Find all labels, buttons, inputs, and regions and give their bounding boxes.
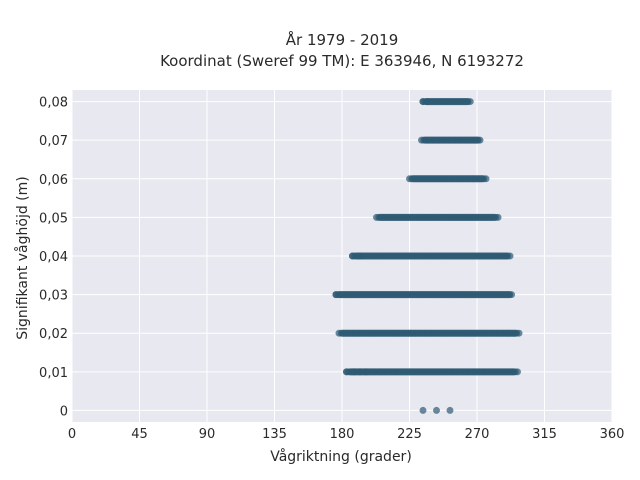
y-tick-label: 0,07: [39, 134, 68, 149]
x-tick-label: 315: [532, 427, 557, 442]
y-tick-label: 0,04: [39, 250, 68, 265]
x-axis-label: Vågriktning (grader): [270, 448, 412, 465]
y-tick-label: 0,03: [39, 289, 68, 304]
data-point: [419, 406, 427, 414]
point-cluster: [418, 136, 484, 144]
data-point: [356, 368, 364, 376]
point-cluster: [406, 175, 490, 183]
point-cluster: [373, 213, 502, 221]
data-point: [482, 175, 490, 183]
y-tick-labels: 0 0,01 0,02 0,03 0,04 0,05 0,06 0,07 0,08: [39, 96, 68, 420]
data-point: [515, 329, 523, 337]
data-point: [476, 136, 484, 144]
data-point: [506, 252, 514, 260]
x-tick-label: 360: [600, 427, 625, 442]
data-point: [446, 406, 454, 414]
data-point: [494, 213, 502, 221]
data-point: [508, 291, 515, 299]
y-tick-label: 0,06: [39, 173, 68, 188]
x-tick-label: 45: [131, 427, 148, 442]
x-tick-label: 180: [330, 427, 355, 442]
data-point: [343, 368, 350, 376]
x-tick-labels: 0 45 90 135 180 225 270 315 360: [68, 427, 625, 442]
chart-title: År 1979 - 2019: [286, 30, 399, 49]
data-point: [362, 368, 370, 376]
x-tick-label: 135: [262, 427, 287, 442]
data-points: [332, 98, 523, 414]
grid: [71, 90, 613, 422]
point-cluster: [335, 329, 523, 337]
data-point: [349, 252, 356, 260]
data-point: [433, 406, 440, 414]
data-point: [514, 368, 521, 376]
data-point: [332, 291, 340, 299]
x-tick-label: 270: [465, 427, 490, 442]
data-point: [356, 252, 364, 260]
y-axis-label: Signifikant våghöjd (m): [14, 176, 31, 339]
y-tick-label: 0: [60, 404, 68, 419]
x-tick-label: 0: [68, 427, 76, 442]
data-point: [350, 368, 358, 376]
x-tick-label: 90: [199, 427, 216, 442]
data-point: [424, 98, 431, 106]
y-tick-label: 0,02: [39, 327, 68, 342]
point-cluster: [332, 291, 515, 299]
data-point: [466, 98, 474, 106]
x-tick-label: 225: [397, 427, 422, 442]
y-tick-label: 0,08: [39, 96, 68, 111]
point-cluster: [349, 252, 514, 260]
point-cluster: [343, 368, 521, 376]
y-tick-label: 0,05: [39, 211, 68, 226]
chart-subtitle: Koordinat (Sweref 99 TM): E 363946, N 61…: [160, 52, 524, 70]
y-tick-label: 0,01: [39, 366, 68, 381]
